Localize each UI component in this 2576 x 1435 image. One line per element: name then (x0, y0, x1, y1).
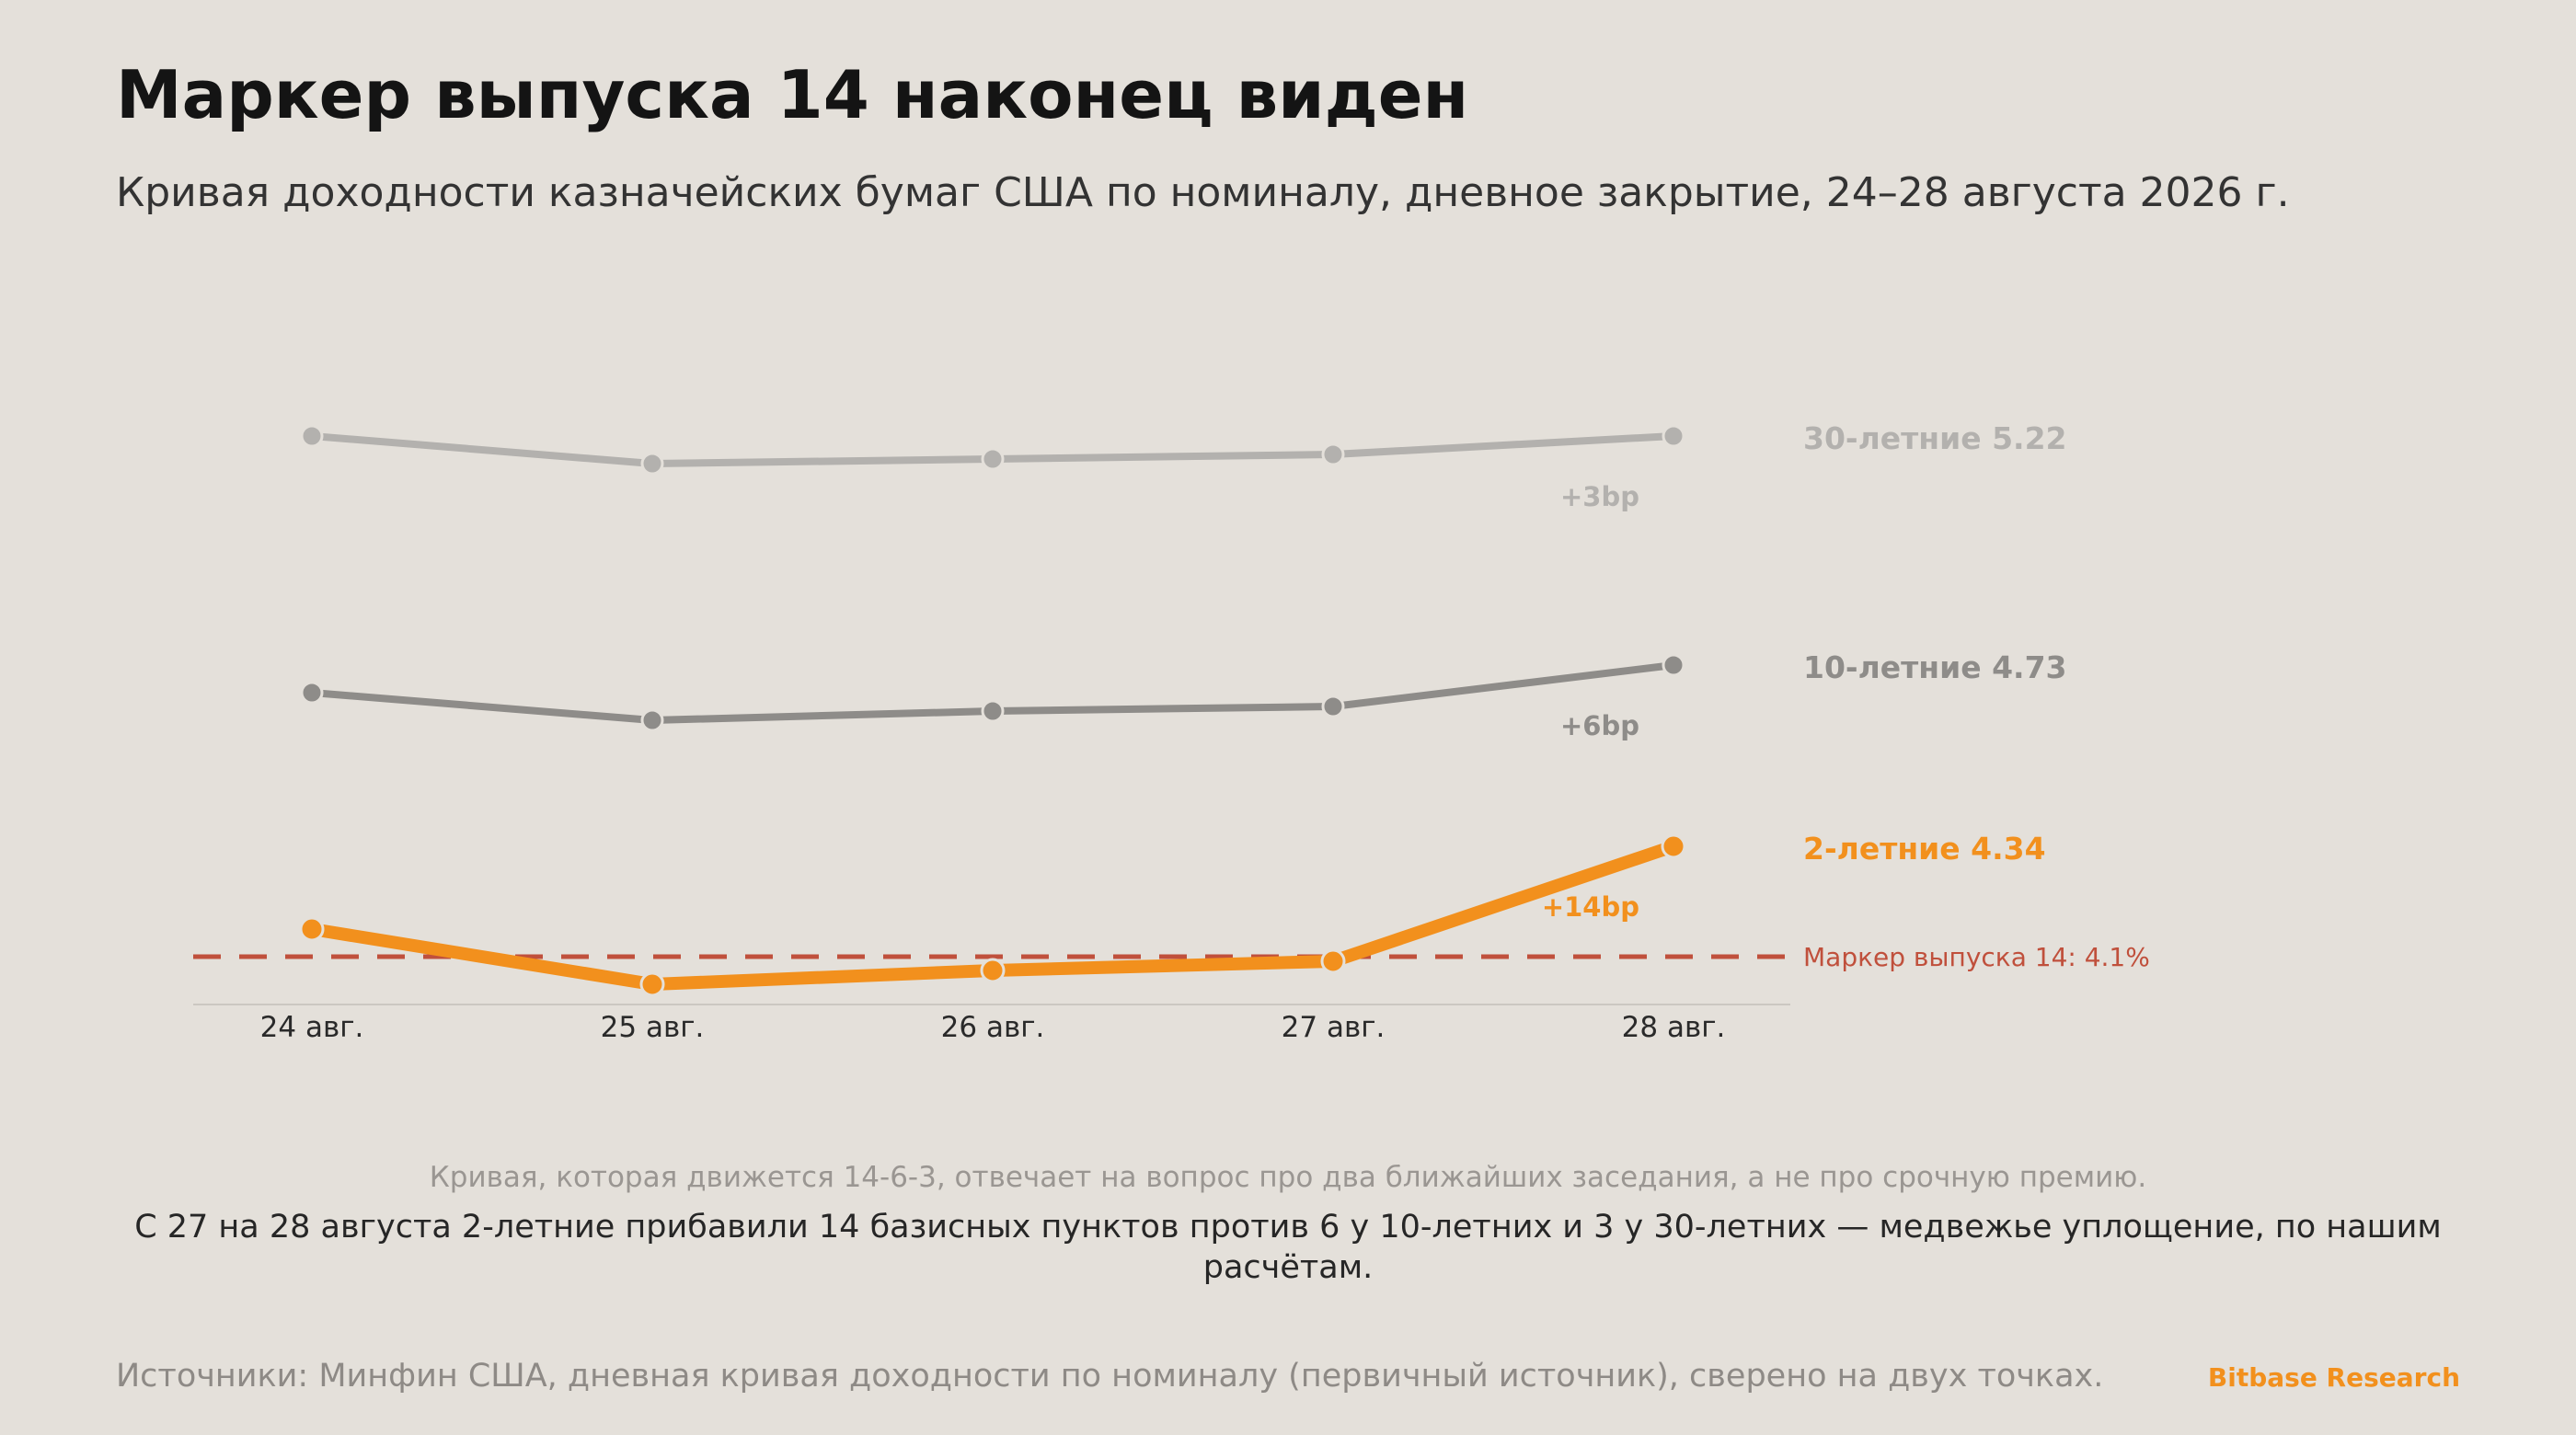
reference-line-label: Маркер выпуска 14: 4.1% (1803, 942, 2150, 972)
series-label-2: 10-летние 4.73 (1803, 649, 2067, 685)
x-tick-label-5: 28 авг. (1622, 1011, 1726, 1044)
x-tick-label-1: 24 авг. (260, 1011, 364, 1044)
chart-takeaway: С 27 на 28 августа 2-летние прибавили 14… (134, 1209, 2442, 1286)
data-point-s2-5 (1662, 653, 1685, 677)
chart-title: Маркер выпуска 14 наконец виден (116, 56, 1469, 133)
data-point-s2-2 (640, 708, 664, 732)
source-credit: Источники: Минфин США, дневная кривая до… (116, 1358, 2104, 1395)
data-point-s1-1 (300, 424, 324, 448)
data-point-s2-3 (981, 699, 1005, 723)
data-point-s3-3 (980, 958, 1006, 983)
chart-note: Кривая, которая движется 14-6-3, отвечае… (429, 1161, 2147, 1194)
x-tick-label-4: 27 авг. (1282, 1011, 1386, 1044)
data-point-s2-1 (300, 681, 324, 705)
data-point-s2-4 (1321, 695, 1345, 718)
series-label-3: 2-летние 4.34 (1803, 831, 2046, 867)
x-tick-label-3: 26 авг. (941, 1011, 1045, 1044)
yield-curve-chart: Маркер выпуска 14: 4.1% 30-летние 5.22 +3b… (193, 420, 2150, 1044)
series-label-1: 30-летние 5.22 (1803, 420, 2067, 456)
data-point-s3-4 (1320, 948, 1346, 974)
brand-logo: Bitbase Research (2207, 1362, 2460, 1393)
change-label-1: +3bp (1560, 481, 1639, 512)
data-point-s1-5 (1662, 424, 1685, 448)
data-point-s3-1 (299, 916, 325, 942)
x-tick-label-2: 25 авг. (601, 1011, 705, 1044)
change-label-2: +6bp (1560, 710, 1639, 741)
data-point-s1-2 (640, 452, 664, 476)
change-label-3: +14bp (1542, 891, 1639, 923)
chart-subtitle: Кривая доходности казначейских бумаг США… (116, 169, 2290, 216)
data-point-s3-2 (639, 971, 665, 997)
data-point-s3-5 (1661, 833, 1686, 859)
data-point-s1-4 (1321, 442, 1345, 466)
data-point-s1-3 (981, 447, 1005, 471)
